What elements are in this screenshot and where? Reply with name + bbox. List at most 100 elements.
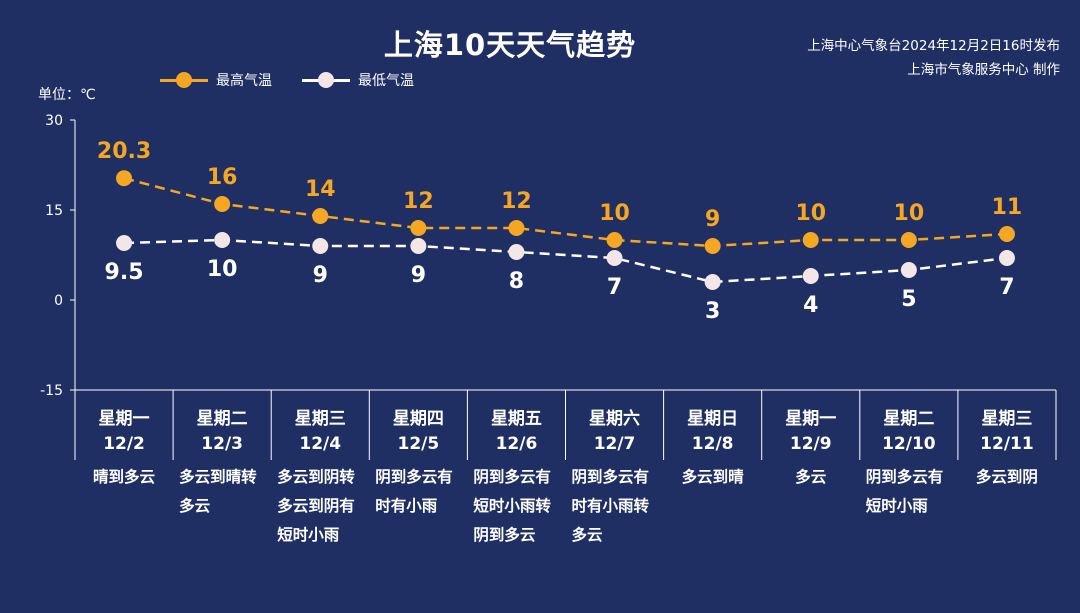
date-label: 12/7 xyxy=(593,434,636,454)
low-temp-point xyxy=(214,232,231,248)
legend-label-high: 最高气温 xyxy=(216,73,272,89)
weather-line: 晴到多云 xyxy=(93,468,156,486)
high-temp-label: 10 xyxy=(795,201,826,226)
weather-line: 多云到晴转 xyxy=(179,468,257,486)
weather-line: 阴到多云有 xyxy=(865,468,944,486)
weather-description: 多云到阴转多云到阴有短时小雨 xyxy=(277,463,369,550)
date-label: 12/2 xyxy=(103,434,145,454)
high-temp-point xyxy=(312,208,329,224)
weather-line: 短时小雨 xyxy=(277,526,340,544)
weather-line: 阴到多云有 xyxy=(375,468,453,486)
high-temp-label: 20.3 xyxy=(97,139,151,164)
weekday-label: 星期二 xyxy=(883,409,935,429)
weekday-label: 星期二 xyxy=(196,409,248,429)
weather-line: 多云到阴转 xyxy=(277,468,355,486)
weekday-label: 星期三 xyxy=(294,409,346,429)
date-label: 12/4 xyxy=(299,434,342,454)
weather-description: 阴到多云有 时有小雨 xyxy=(375,463,467,521)
high-temp-label: 10 xyxy=(599,201,630,226)
low-temp-point xyxy=(802,268,819,284)
low-temp-point xyxy=(508,244,525,260)
high-temp-point xyxy=(606,232,623,248)
high-temp-label: 12 xyxy=(501,189,532,214)
weather-description: 晴到多云 xyxy=(75,463,173,492)
y-tick-label: 30 xyxy=(45,113,63,129)
high-temp-point xyxy=(704,238,721,254)
weekday-label: 星期三 xyxy=(981,409,1033,429)
weekday-label: 星期一 xyxy=(785,409,837,429)
weekday-label: 星期五 xyxy=(490,409,542,429)
high-temp-label: 10 xyxy=(894,201,925,226)
weather-line: 阴到多云有 xyxy=(571,468,650,486)
low-temp-point xyxy=(312,238,329,254)
weather-line: 多云到阴 xyxy=(975,468,1038,486)
high-temp-point xyxy=(214,196,231,212)
weather-description: 阴到多云有时有小雨转多云 xyxy=(572,463,664,550)
chart-title: 上海10天天气趋势 xyxy=(383,28,637,62)
high-temp-point xyxy=(900,232,917,248)
date-label: 12/3 xyxy=(201,434,243,454)
date-label: 12/8 xyxy=(691,434,734,454)
low-temp-label: 8 xyxy=(509,269,524,294)
weekday-label: 星期四 xyxy=(392,409,444,429)
weather-line: 多云 xyxy=(179,497,211,515)
high-temp-point xyxy=(802,232,819,248)
weather-line: 时有小雨转 xyxy=(571,497,650,515)
high-temp-point xyxy=(508,220,525,236)
unit-label: 单位：℃ xyxy=(38,87,96,103)
weather-line: 多云到阴有 xyxy=(277,497,355,515)
weather-description: 阴到多云有 短时小雨 xyxy=(866,463,958,521)
date-label: 12/5 xyxy=(397,434,440,454)
high-temp-line xyxy=(123,176,1008,248)
low-temp-point xyxy=(606,250,623,266)
y-tick-label: -15 xyxy=(40,383,63,399)
weather-line: 多云 xyxy=(571,526,603,544)
low-temp-line xyxy=(124,238,1008,284)
legend: 最高气温 最低气温 xyxy=(160,70,414,90)
low-temp-point xyxy=(410,238,427,254)
date-label: 12/10 xyxy=(882,434,936,454)
low-temp-point xyxy=(116,235,133,251)
date-label: 12/6 xyxy=(495,434,538,454)
high-temp-label: 16 xyxy=(207,165,238,190)
low-temp-label: 7 xyxy=(607,275,622,300)
weather-line: 时有小雨 xyxy=(375,497,438,515)
low-temp-point xyxy=(998,250,1015,266)
legend-item-high: 最高气温 xyxy=(160,70,272,90)
low-temp-label: 7 xyxy=(999,275,1014,300)
high-temp-point xyxy=(410,220,427,236)
low-temp-point xyxy=(704,274,721,290)
weekday-label: 星期六 xyxy=(589,409,641,429)
weather-description: 阴到多云有 短时小雨转 阴到多云 xyxy=(473,463,565,550)
issuer-line-2: 上海市气象服务中心 制作 xyxy=(907,62,1060,78)
low-temp-label: 3 xyxy=(705,299,720,324)
issuer-line-1: 上海中心气象台2024年12月2日16时发布 xyxy=(807,38,1060,54)
weather-description: 多云 xyxy=(762,463,860,492)
weekday-label: 星期日 xyxy=(687,409,739,429)
date-label: 12/11 xyxy=(980,434,1034,454)
weather-line: 短时小雨转 xyxy=(473,497,551,515)
high-temp-label: 11 xyxy=(992,195,1023,220)
weather-description: 多云到晴 xyxy=(664,463,762,492)
issuer-info: 上海中心气象台2024年12月2日16时发布 上海市气象服务中心 制作 xyxy=(807,34,1060,82)
low-temp-label: 5 xyxy=(901,287,916,312)
date-label: 12/9 xyxy=(789,434,832,454)
weather-description: 多云到阴 xyxy=(958,463,1056,492)
legend-marker-high xyxy=(160,70,208,90)
weather-line: 短时小雨 xyxy=(865,497,928,515)
y-tick-label: 15 xyxy=(45,203,63,219)
high-temp-point xyxy=(998,226,1015,242)
low-temp-label: 4 xyxy=(803,293,818,318)
weather-description: 多云到晴转 多云 xyxy=(179,463,271,521)
low-temp-label: 9 xyxy=(313,263,328,288)
weather-line: 阴到多云 xyxy=(473,526,536,544)
legend-item-low: 最低气温 xyxy=(302,70,414,90)
legend-label-low: 最低气温 xyxy=(358,73,414,89)
high-temp-point xyxy=(116,170,133,187)
legend-marker-low xyxy=(302,70,350,90)
high-temp-label: 14 xyxy=(305,177,336,202)
y-tick-label: 0 xyxy=(54,293,63,309)
weather-line: 多云到晴 xyxy=(681,468,744,486)
low-temp-label: 10 xyxy=(207,257,238,282)
